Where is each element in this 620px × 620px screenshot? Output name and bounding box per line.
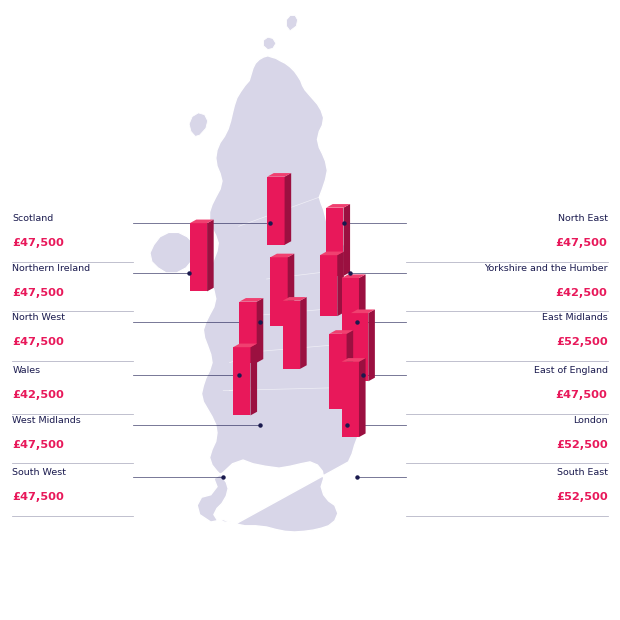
Polygon shape [283, 301, 300, 369]
Polygon shape [239, 302, 257, 363]
Text: £52,500: £52,500 [556, 337, 608, 347]
Polygon shape [270, 257, 288, 326]
Polygon shape [250, 343, 257, 415]
Polygon shape [359, 275, 366, 353]
Polygon shape [257, 298, 264, 363]
Text: North West: North West [12, 313, 65, 322]
Text: Wales: Wales [12, 366, 40, 375]
Polygon shape [150, 232, 195, 273]
Text: £52,500: £52,500 [556, 492, 608, 502]
Text: £47,500: £47,500 [12, 288, 64, 298]
Polygon shape [329, 330, 353, 334]
Polygon shape [337, 252, 344, 316]
Polygon shape [326, 204, 350, 208]
Polygon shape [286, 16, 298, 31]
Polygon shape [264, 37, 276, 50]
Text: £42,500: £42,500 [556, 288, 608, 298]
Polygon shape [342, 275, 366, 278]
Text: £47,500: £47,500 [556, 390, 608, 400]
Polygon shape [359, 358, 366, 437]
Text: £47,500: £47,500 [12, 492, 64, 502]
Polygon shape [351, 309, 375, 313]
Polygon shape [288, 254, 294, 326]
Polygon shape [342, 358, 366, 361]
Polygon shape [320, 252, 344, 255]
Text: South East: South East [557, 468, 608, 477]
Polygon shape [233, 347, 250, 415]
Text: London: London [573, 415, 608, 425]
Polygon shape [342, 278, 359, 353]
Polygon shape [329, 334, 347, 409]
Text: Northern Ireland: Northern Ireland [12, 264, 91, 273]
Polygon shape [283, 297, 307, 301]
Polygon shape [239, 298, 264, 302]
Polygon shape [326, 208, 343, 276]
Text: £47,500: £47,500 [12, 337, 64, 347]
Text: West Midlands: West Midlands [12, 415, 81, 425]
Text: East of England: East of England [534, 366, 608, 375]
Polygon shape [285, 173, 291, 245]
Text: Yorkshire and the Humber: Yorkshire and the Humber [484, 264, 608, 273]
Polygon shape [190, 223, 207, 291]
Text: South West: South West [12, 468, 66, 477]
Text: £47,500: £47,500 [12, 440, 64, 450]
Polygon shape [368, 309, 375, 381]
Text: £47,500: £47,500 [556, 238, 608, 248]
Text: Scotland: Scotland [12, 214, 54, 223]
Polygon shape [197, 56, 360, 532]
Polygon shape [343, 204, 350, 276]
Text: £42,500: £42,500 [12, 390, 64, 400]
Polygon shape [190, 219, 214, 223]
Polygon shape [342, 361, 359, 437]
Polygon shape [207, 219, 214, 291]
Polygon shape [270, 254, 294, 257]
Polygon shape [347, 330, 353, 409]
Polygon shape [320, 255, 337, 316]
Polygon shape [233, 343, 257, 347]
Polygon shape [351, 313, 368, 381]
Polygon shape [267, 173, 291, 177]
Polygon shape [189, 113, 208, 136]
Polygon shape [267, 177, 285, 245]
Polygon shape [300, 297, 307, 369]
Text: £52,500: £52,500 [556, 440, 608, 450]
Text: East Midlands: East Midlands [542, 313, 608, 322]
Text: £47,500: £47,500 [12, 238, 64, 248]
Text: North East: North East [557, 214, 608, 223]
